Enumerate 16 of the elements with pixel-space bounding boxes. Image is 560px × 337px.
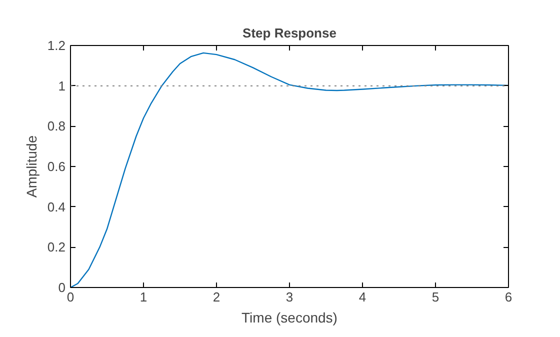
- y-tick-label: 0.8: [47, 118, 66, 134]
- x-tick-label: 1: [140, 290, 148, 304]
- y-axis-title: Amplitude: [23, 135, 40, 198]
- y-tick-label: 0.6: [47, 159, 66, 174]
- chart-title: Step Response: [242, 26, 336, 40]
- x-tick-label: 2: [212, 290, 220, 304]
- x-tick-label: 6: [504, 290, 512, 304]
- y-tick-label: 0: [58, 280, 66, 295]
- x-tick-label: 4: [358, 290, 366, 304]
- y-tick-label: 0.4: [47, 199, 66, 214]
- y-tick-label: 1: [58, 78, 66, 94]
- x-axis-title: Time (seconds): [242, 310, 338, 326]
- y-tick-label: 0.2: [47, 240, 66, 255]
- x-tick-label: 5: [432, 290, 440, 304]
- y-tick-label: 1.2: [47, 38, 66, 53]
- x-tick-label: 3: [286, 290, 294, 304]
